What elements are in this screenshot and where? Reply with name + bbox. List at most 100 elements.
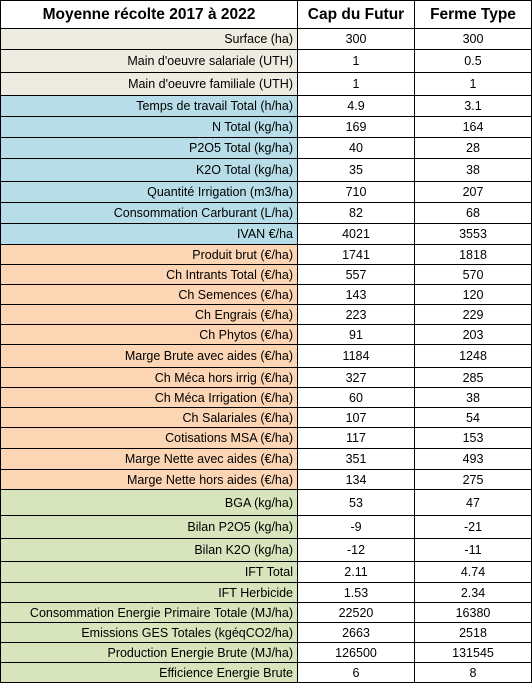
table-row: Marge Brute avec aides (€/ha) 1184 1248 xyxy=(0,344,532,368)
table-row: P2O5 Total (kg/ha) 40 28 xyxy=(0,137,532,159)
table-row: Surface (ha) 300 300 xyxy=(0,28,532,50)
row-label: Marge Brute avec aides (€/ha) xyxy=(0,344,298,368)
ferme-type-value: 2.34 xyxy=(414,582,532,603)
table-header-row: Moyenne récolte 2017 à 2022 Cap du Futur… xyxy=(0,0,532,29)
table-row: K2O Total (kg/ha) 35 38 xyxy=(0,158,532,182)
row-label: P2O5 Total (kg/ha) xyxy=(0,137,298,159)
cap-du-futur-value: 2.11 xyxy=(297,561,415,583)
table-row: Temps de travail Total (h/ha) 4.9 3.1 xyxy=(0,95,532,117)
table-row: Ch Méca hors irrig (€/ha) 327 285 xyxy=(0,367,532,388)
row-label: Ch Intrants Total (€/ha) xyxy=(0,264,298,285)
row-label: Temps de travail Total (h/ha) xyxy=(0,95,298,117)
table-row: Cotisations MSA (€/ha) 117 153 xyxy=(0,427,532,449)
cap-du-futur-value: 143 xyxy=(297,284,415,305)
ferme-type-value: 120 xyxy=(414,284,532,305)
table-row: Quantité Irrigation (m3/ha) 710 207 xyxy=(0,181,532,203)
row-label: K2O Total (kg/ha) xyxy=(0,158,298,182)
cap-du-futur-value: 126500 xyxy=(297,642,415,663)
row-label: Ch Méca hors irrig (€/ha) xyxy=(0,367,298,388)
table-row: Marge Nette avec aides (€/ha) 351 493 xyxy=(0,448,532,470)
cap-du-futur-value: -9 xyxy=(297,515,415,539)
row-label: Ch Salariales (€/ha) xyxy=(0,407,298,428)
cap-du-futur-value: 557 xyxy=(297,264,415,285)
table-row: Consommation Carburant (L/ha) 82 68 xyxy=(0,202,532,224)
table-row: Marge Nette hors aides (€/ha) 134 275 xyxy=(0,469,532,490)
row-label: IVAN €/ha xyxy=(0,223,298,245)
ferme-type-value: 68 xyxy=(414,202,532,224)
table-row: Bilan K2O (kg/ha) -12 -11 xyxy=(0,538,532,562)
ferme-type-value: 164 xyxy=(414,116,532,138)
ferme-type-value: 3553 xyxy=(414,223,532,245)
table-row: Ch Intrants Total (€/ha) 557 570 xyxy=(0,264,532,285)
cap-du-futur-value: 35 xyxy=(297,158,415,182)
ferme-type-value: 2518 xyxy=(414,622,532,643)
row-label: Ch Méca Irrigation (€/ha) xyxy=(0,387,298,408)
row-label: Main d'oeuvre salariale (UTH) xyxy=(0,49,298,73)
table-row: N Total (kg/ha) 169 164 xyxy=(0,116,532,138)
header-label-column: Moyenne récolte 2017 à 2022 xyxy=(0,0,298,29)
ferme-type-value: 1 xyxy=(414,72,532,96)
cap-du-futur-value: 1184 xyxy=(297,344,415,368)
cap-du-futur-value: 169 xyxy=(297,116,415,138)
ferme-type-value: 153 xyxy=(414,427,532,449)
table-row: IVAN €/ha 4021 3553 xyxy=(0,223,532,245)
ferme-type-value: 207 xyxy=(414,181,532,203)
row-label: Surface (ha) xyxy=(0,28,298,50)
table-row: Emissions GES Totales (kgéqCO2/ha) 2663 25… xyxy=(0,622,532,643)
cap-du-futur-value: 4.9 xyxy=(297,95,415,117)
table-row: Produit brut (€/ha) 1741 1818 xyxy=(0,244,532,265)
cap-du-futur-value: 91 xyxy=(297,324,415,345)
ferme-type-value: 38 xyxy=(414,158,532,182)
row-label: IFT Herbicide xyxy=(0,582,298,603)
row-label: Ch Engrais (€/ha) xyxy=(0,304,298,325)
ferme-type-value: -11 xyxy=(414,538,532,562)
ferme-type-value: 1248 xyxy=(414,344,532,368)
cap-du-futur-value: 1 xyxy=(297,72,415,96)
row-label: Consommation Energie Primaire Totale (MJ… xyxy=(0,602,298,623)
table-row: Bilan P2O5 (kg/ha) -9 -21 xyxy=(0,515,532,539)
ferme-type-value: 229 xyxy=(414,304,532,325)
row-label: Produit brut (€/ha) xyxy=(0,244,298,265)
cap-du-futur-value: -12 xyxy=(297,538,415,562)
cap-du-futur-value: 60 xyxy=(297,387,415,408)
row-label: Quantité Irrigation (m3/ha) xyxy=(0,181,298,203)
cap-du-futur-value: 53 xyxy=(297,489,415,516)
ferme-type-value: 16380 xyxy=(414,602,532,623)
table-row: Ch Phytos (€/ha) 91 203 xyxy=(0,324,532,345)
row-label: BGA (kg/ha) xyxy=(0,489,298,516)
ferme-type-value: 300 xyxy=(414,28,532,50)
row-label: Marge Nette avec aides (€/ha) xyxy=(0,448,298,470)
cap-du-futur-value: 4021 xyxy=(297,223,415,245)
row-label: Ch Semences (€/ha) xyxy=(0,284,298,305)
cap-du-futur-value: 1 xyxy=(297,49,415,73)
row-label: Bilan P2O5 (kg/ha) xyxy=(0,515,298,539)
table-row: IFT Total 2.11 4.74 xyxy=(0,561,532,583)
cap-du-futur-value: 351 xyxy=(297,448,415,470)
ferme-type-value: 28 xyxy=(414,137,532,159)
table-row: Ch Méca Irrigation (€/ha) 60 38 xyxy=(0,387,532,408)
table-row: Ch Engrais (€/ha) 223 229 xyxy=(0,304,532,325)
row-label: N Total (kg/ha) xyxy=(0,116,298,138)
table-row: BGA (kg/ha) 53 47 xyxy=(0,489,532,516)
row-label: Production Energie Brute (MJ/ha) xyxy=(0,642,298,663)
header-ferme-type: Ferme Type xyxy=(414,0,532,29)
cap-du-futur-value: 1741 xyxy=(297,244,415,265)
table-row: Production Energie Brute (MJ/ha) 126500 13… xyxy=(0,642,532,663)
row-label: IFT Total xyxy=(0,561,298,583)
ferme-type-value: 275 xyxy=(414,469,532,490)
ferme-type-value: 47 xyxy=(414,489,532,516)
cap-du-futur-value: 22520 xyxy=(297,602,415,623)
table-row: Main d'oeuvre familiale (UTH) 1 1 xyxy=(0,72,532,96)
row-label: Main d'oeuvre familiale (UTH) xyxy=(0,72,298,96)
ferme-type-value: 1818 xyxy=(414,244,532,265)
row-label: Emissions GES Totales (kgéqCO2/ha) xyxy=(0,622,298,643)
row-label: Ch Phytos (€/ha) xyxy=(0,324,298,345)
table-row: Main d'oeuvre salariale (UTH) 1 0.5 xyxy=(0,49,532,73)
ferme-type-value: 493 xyxy=(414,448,532,470)
ferme-type-value: 285 xyxy=(414,367,532,388)
cap-du-futur-value: 300 xyxy=(297,28,415,50)
ferme-type-value: 0.5 xyxy=(414,49,532,73)
header-cap-du-futur: Cap du Futur xyxy=(297,0,415,29)
cap-du-futur-value: 82 xyxy=(297,202,415,224)
